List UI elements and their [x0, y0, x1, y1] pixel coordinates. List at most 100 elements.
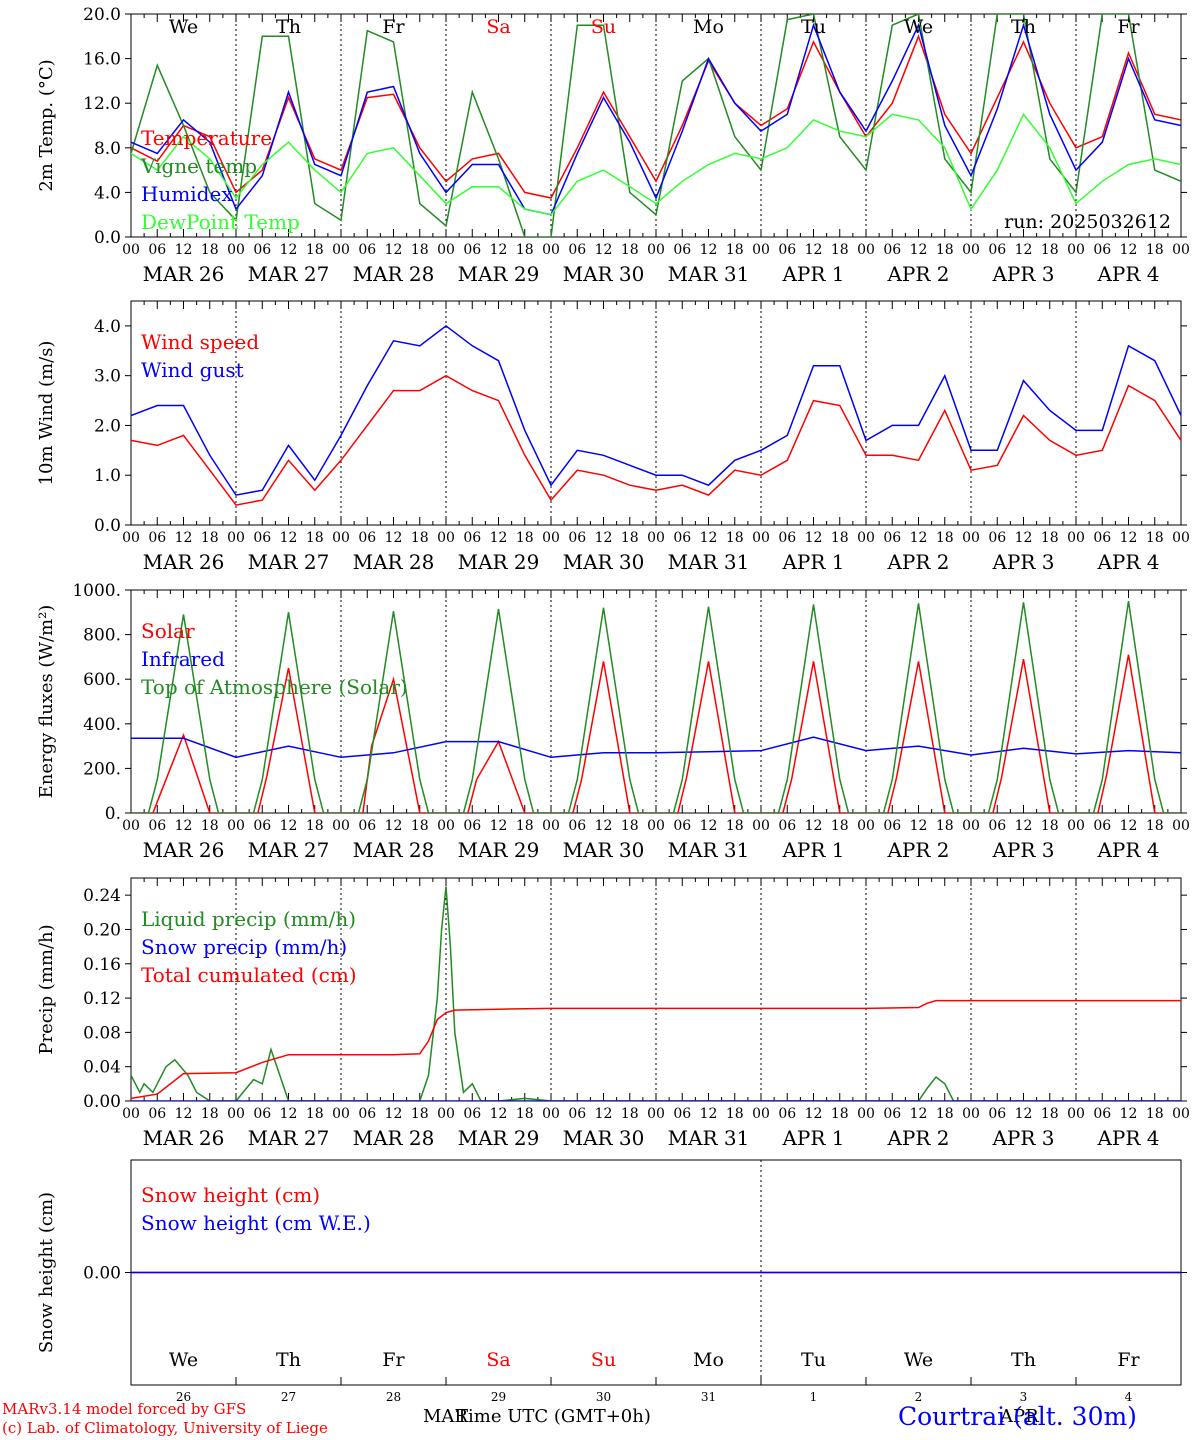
x-hour-label: 18 — [936, 1106, 954, 1122]
y-tick-label: 1000. — [72, 581, 121, 601]
x-date-label: MAR 26 — [143, 262, 225, 286]
y-tick-label: 0.00 — [83, 1092, 121, 1112]
x-date-label: MAR 29 — [458, 262, 540, 286]
x-hour-label: 12 — [595, 1106, 613, 1122]
y-tick-label: 8.0 — [94, 139, 121, 159]
y-tick-label: 400. — [83, 715, 121, 735]
x-hour-label: 12 — [490, 818, 508, 834]
x-hour-label: 12 — [175, 818, 193, 834]
x-date-label: MAR 31 — [668, 262, 750, 286]
x-hour-label: 12 — [385, 818, 403, 834]
x-date-label: MAR 28 — [353, 838, 435, 862]
panel-3: 00 06 12 18 00 06 12 18 00 06 12 18 00 06 12 18 00 06 12 18… — [36, 581, 1190, 862]
x-hour-label: 18 — [621, 530, 639, 546]
x-hour-label: 06 — [988, 1106, 1006, 1122]
x-hour-label: 06 — [778, 242, 796, 258]
y-tick-label: 20.0 — [83, 5, 121, 25]
x-hour-label: 00 — [1172, 818, 1190, 834]
y-tick-label: 1.0 — [94, 466, 121, 486]
x-hour-label: 18 — [1146, 1106, 1164, 1122]
x-hour-label: 00 — [1172, 530, 1190, 546]
x-hour-label: 06 — [358, 242, 376, 258]
y-tick-label: 12.0 — [83, 94, 121, 114]
x-hour-label: 12 — [595, 818, 613, 834]
y-tick-label: 16.0 — [83, 50, 121, 70]
x-date-label: MAR 29 — [458, 550, 540, 574]
x-hour-label: 12 — [490, 1106, 508, 1122]
x-hour-label: 00 — [332, 1106, 350, 1122]
x-hour-label: 00 — [122, 530, 140, 546]
y-tick-label: 800. — [83, 626, 121, 646]
x-date-label: MAR 29 — [458, 838, 540, 862]
x-hour-label: 06 — [883, 1106, 901, 1122]
x-date-label: MAR 28 — [353, 262, 435, 286]
y-tick-label: 0. — [105, 804, 121, 824]
x-hour-label: 06 — [568, 1106, 586, 1122]
x-hour-label: 06 — [148, 1106, 166, 1122]
y-tick-label: 0.0 — [94, 228, 121, 248]
weekday-label: We — [904, 16, 933, 38]
x-hour-label: 12 — [805, 242, 823, 258]
x-hour-label: 00 — [437, 530, 455, 546]
y-axis-label: 2m Temp. (°C) — [36, 59, 57, 191]
x-hour-label: 12 — [175, 1106, 193, 1122]
y-axis-label: Energy fluxes (W/m²) — [36, 605, 57, 799]
x-hour-label: 06 — [148, 530, 166, 546]
y-tick-label: 0.0 — [94, 516, 121, 536]
x-hour-label: 06 — [463, 530, 481, 546]
x-date-label: MAR 31 — [668, 838, 750, 862]
weekday-label: We — [169, 16, 198, 38]
x-date-label: MAR 30 — [563, 550, 645, 574]
weekday-label: Mo — [693, 1349, 724, 1371]
x-hour-label: 12 — [175, 530, 193, 546]
x-hour-label: 06 — [463, 242, 481, 258]
x-hour-label: 00 — [1067, 530, 1085, 546]
y-axis-label: Precip (mm/h) — [36, 924, 57, 1054]
x-hour-label: 18 — [831, 818, 849, 834]
x-hour-label: 06 — [778, 1106, 796, 1122]
x-hour-label: 12 — [595, 530, 613, 546]
series-line-dewpoint-temp — [131, 112, 1181, 216]
x-date-label: MAR 28 — [353, 550, 435, 574]
x-date-label: MAR 27 — [248, 262, 330, 286]
x-hour-label: 18 — [1041, 1106, 1059, 1122]
x-hour-label: 12 — [1120, 1106, 1138, 1122]
x-hour-label: 18 — [201, 1106, 219, 1122]
x-hour-label: 06 — [988, 242, 1006, 258]
x-date-label: APR 3 — [991, 262, 1054, 286]
x-date-label: MAR 28 — [353, 1126, 435, 1150]
credit-model: MARv3.14 model forced by GFS — [2, 1400, 247, 1418]
x-hour-label: 06 — [463, 1106, 481, 1122]
x-hour-label: 18 — [621, 1106, 639, 1122]
y-tick-label: 0.24 — [83, 886, 121, 906]
x-hour-label: 00 — [752, 242, 770, 258]
x-hour-label: 06 — [568, 530, 586, 546]
x-hour-label: 12 — [595, 242, 613, 258]
x-hour-label: 12 — [1015, 530, 1033, 546]
x-hour-label: 12 — [700, 242, 718, 258]
legend-item: Humidex — [141, 182, 233, 206]
x-hour-label: 00 — [437, 242, 455, 258]
x-hour-label: 06 — [1093, 530, 1111, 546]
y-tick-label: 0.16 — [83, 955, 121, 975]
day-number-label: 3 — [1020, 1390, 1028, 1404]
legend-item: Wind speed — [141, 330, 259, 354]
day-number-label: 27 — [281, 1390, 296, 1404]
x-hour-label: 18 — [936, 242, 954, 258]
x-date-label: APR 4 — [1096, 838, 1159, 862]
x-hour-label: 00 — [542, 242, 560, 258]
x-hour-label: 12 — [805, 1106, 823, 1122]
x-hour-label: 18 — [1146, 242, 1164, 258]
x-date-label: MAR 30 — [563, 262, 645, 286]
x-hour-label: 18 — [411, 818, 429, 834]
x-date-label: APR 1 — [781, 1126, 844, 1150]
x-date-label: APR 3 — [991, 838, 1054, 862]
x-hour-label: 18 — [306, 818, 324, 834]
x-hour-label: 18 — [726, 242, 744, 258]
weekday-label: We — [904, 1349, 933, 1371]
weekday-label: Tu — [801, 1349, 826, 1371]
x-hour-label: 12 — [700, 1106, 718, 1122]
x-hour-label: 18 — [201, 530, 219, 546]
weekday-label: Fr — [1117, 16, 1140, 38]
